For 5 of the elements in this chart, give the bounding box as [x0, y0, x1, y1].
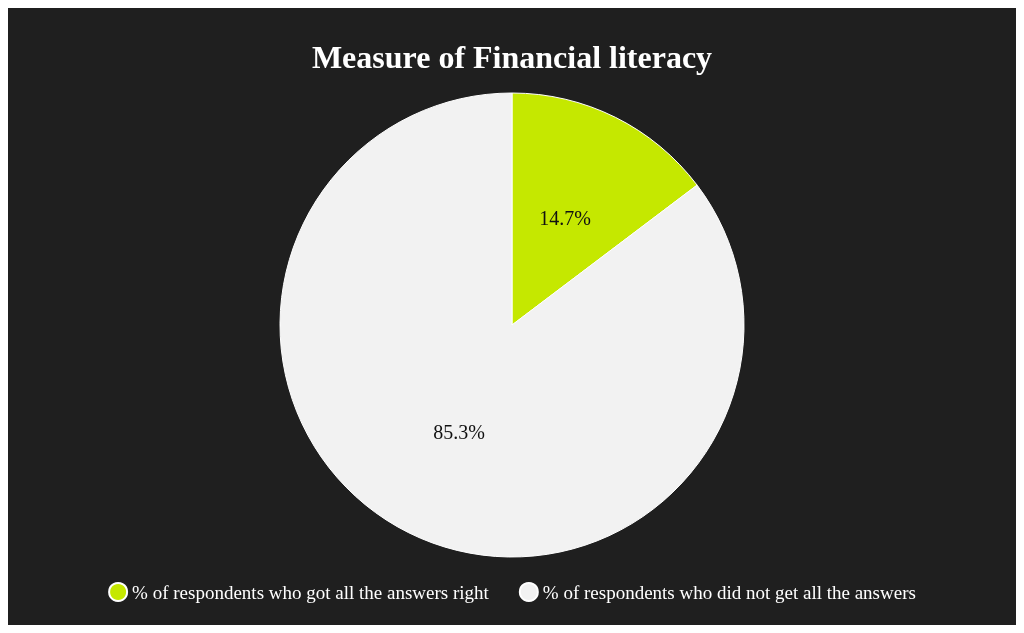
data-label: 14.7% — [539, 207, 591, 230]
legend-label: % of respondents who got all the answers right — [132, 581, 490, 603]
legend-label: % of respondents who did not get all the answers — [542, 581, 916, 603]
data-label: 85.3% — [433, 420, 485, 443]
chart-title: Measure of Financial literacy — [311, 39, 713, 75]
